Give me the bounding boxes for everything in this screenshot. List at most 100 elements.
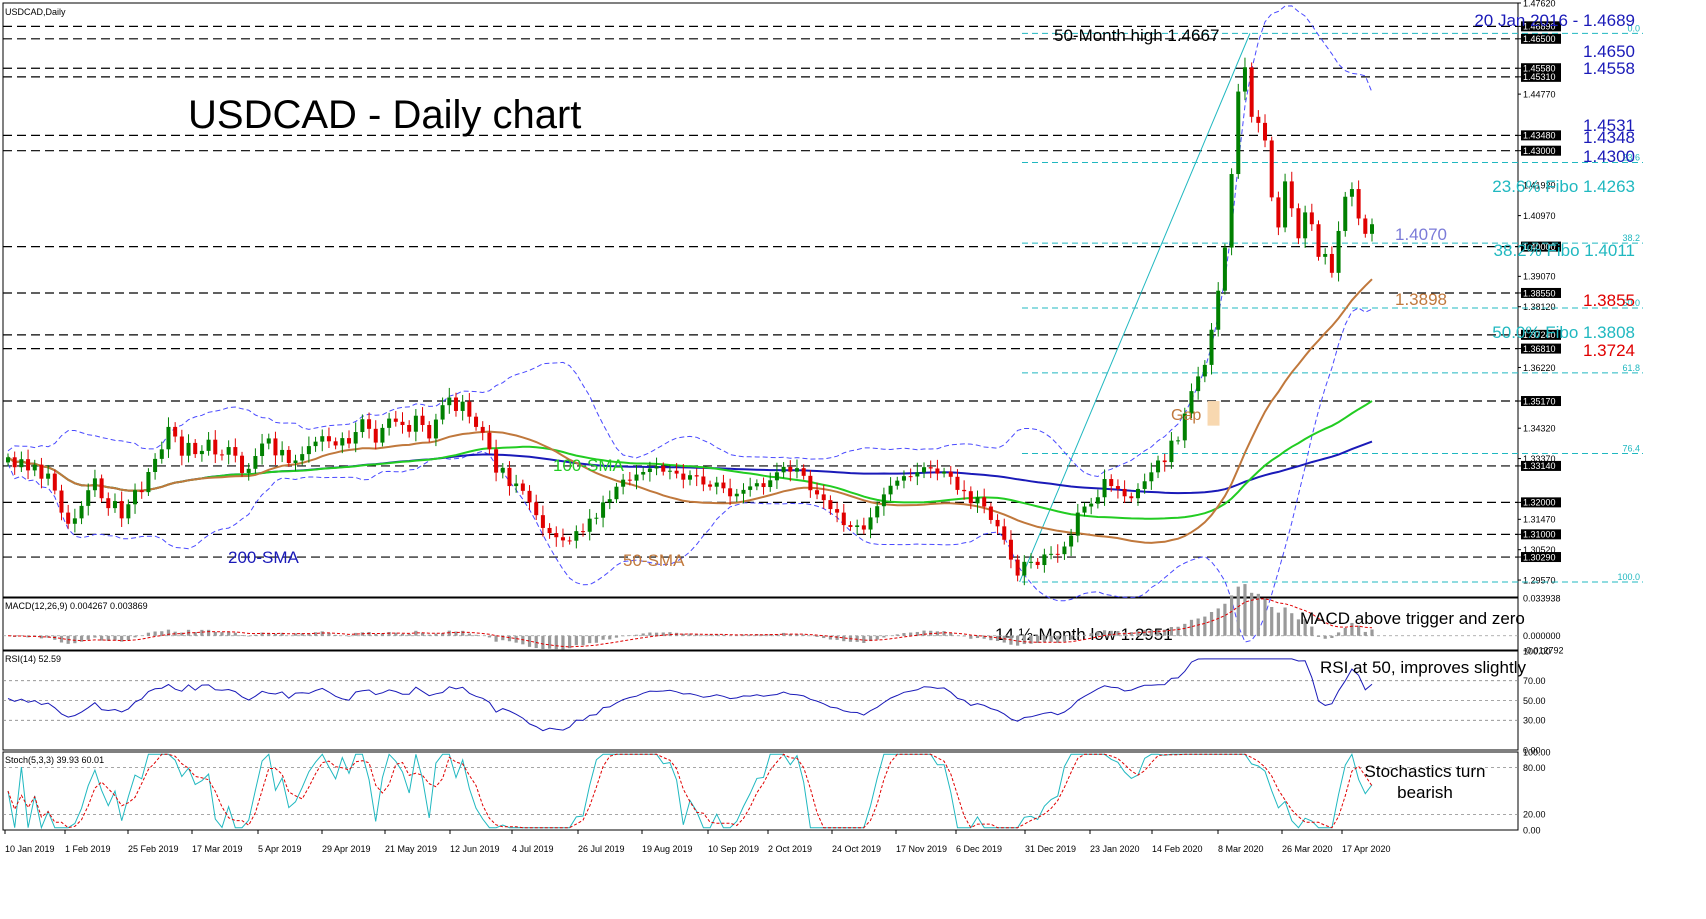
candle-body-135 [908, 476, 913, 478]
candle-body-185 [1242, 67, 1247, 92]
x-tick-label-15: 6 Dec 2019 [956, 844, 1002, 854]
candle-body-31 [213, 439, 218, 455]
candle-body-56 [380, 427, 385, 443]
candle-body-122 [821, 494, 826, 501]
last-price-label: 1.4070 [1395, 225, 1447, 244]
candle-body-148 [995, 519, 1000, 527]
candle-body-59 [400, 421, 405, 426]
x-tick-label-13: 24 Oct 2019 [832, 844, 881, 854]
y-tick-label-20: 1.33140 [1523, 461, 1556, 471]
candle-body-126 [848, 525, 853, 527]
candle-body-136 [915, 472, 920, 477]
stoch-main-line [7, 753, 1373, 830]
candle-body-172 [1156, 460, 1161, 473]
candle-body-47 [320, 436, 325, 442]
candle-body-35 [240, 455, 245, 473]
candle-body-180 [1209, 329, 1214, 365]
candle-body-85 [574, 531, 579, 541]
y-tick-label-21: 1.32000 [1523, 498, 1556, 508]
candle-body-200 [1343, 196, 1348, 231]
x-tick-label-6: 21 May 2019 [385, 844, 437, 854]
stoch-signal-line [7, 753, 1373, 829]
y-tick-label-2: 1.46500 [1523, 34, 1556, 44]
candle-body-188 [1263, 122, 1268, 141]
candle-body-171 [1149, 472, 1154, 482]
level-tag-25 [1521, 552, 1561, 563]
candle-body-169 [1135, 488, 1140, 499]
candle-body-57 [387, 418, 392, 428]
candle-body-105 [708, 484, 713, 487]
candle-body-76 [514, 483, 519, 487]
candle-body-103 [694, 475, 699, 477]
candle-body-5 [39, 464, 44, 479]
candle-body-52 [353, 432, 358, 444]
y-tick-label-5: 1.44770 [1523, 89, 1556, 99]
candle-body-189 [1269, 140, 1274, 198]
fibo-label-76.4: 76.4 [1622, 443, 1640, 453]
y-tick-label-12: 1.38550 [1523, 288, 1556, 298]
y-tick-label-14: 1.37240 [1523, 330, 1556, 340]
candle-body-140 [942, 471, 947, 474]
panel-border-3 [2, 751, 1519, 831]
low-label: 14 ½-Month low 1.2951 [995, 625, 1173, 644]
candle-body-143 [962, 489, 967, 492]
level-tag-10 [1521, 241, 1561, 252]
candle-body-71 [480, 426, 485, 433]
candle-body-81 [547, 527, 552, 534]
x-tick-label-9: 26 Jul 2019 [578, 844, 625, 854]
candle-body-191 [1283, 181, 1288, 228]
y-tick-label-24: 1.30520 [1523, 545, 1556, 555]
resistance-label-6: 1.4300 [1583, 147, 1635, 166]
candle-body-17 [119, 501, 124, 519]
stoch-tick-3: 0.00 [1523, 825, 1541, 835]
candle-body-55 [373, 428, 378, 443]
x-tick-label-14: 17 Nov 2019 [896, 844, 947, 854]
y-tick-label-9: 1.40970 [1523, 211, 1556, 221]
x-tick-label-1: 1 Feb 2019 [65, 844, 111, 854]
level-tag-6 [1521, 130, 1561, 141]
candle-body-199 [1336, 230, 1341, 273]
candle-body-124 [835, 509, 840, 513]
candle-body-121 [815, 490, 820, 495]
candle-body-50 [340, 438, 345, 446]
rsi-tick-1: 70.00 [1523, 676, 1546, 686]
x-tick-label-19: 8 Mar 2020 [1218, 844, 1264, 854]
candle-body-163 [1095, 497, 1100, 504]
candle-body-130 [875, 506, 880, 518]
candle-body-75 [507, 467, 512, 487]
macd-tick-1: 0.000000 [1523, 631, 1561, 641]
candle-body-149 [1002, 526, 1007, 540]
resistance-label-1: 20 Jan 2016 - 1.4689 [1474, 11, 1635, 30]
bollinger-upper [7, 5, 1373, 478]
candle-body-187 [1256, 116, 1261, 123]
candle-body-160 [1075, 512, 1080, 536]
candle-body-73 [494, 449, 499, 473]
fibo-50-label: 50.0% Fibo 1.3808 [1492, 323, 1635, 342]
candle-body-110 [741, 489, 746, 494]
candle-body-91 [614, 486, 619, 500]
candle-body-3 [26, 459, 31, 471]
level-tag-1 [1521, 21, 1561, 32]
candle-body-7 [52, 473, 57, 491]
candle-body-38 [260, 443, 265, 457]
x-tick-label-3: 17 Mar 2019 [192, 844, 243, 854]
candle-body-13 [92, 478, 97, 491]
y-tick-label-19: 1.33370 [1523, 454, 1556, 464]
candle-body-133 [895, 480, 900, 486]
rsi-line [7, 658, 1373, 732]
candle-body-139 [935, 468, 940, 474]
candle-body-203 [1363, 218, 1368, 234]
panel-border-1 [2, 597, 1519, 651]
candle-body-12 [86, 490, 91, 506]
candle-body-115 [774, 472, 779, 481]
candle-body-197 [1323, 253, 1328, 257]
candle-body-111 [748, 486, 753, 490]
fibo-382-label: 38.2% Fibo 1.4011 [1494, 241, 1635, 260]
support-label-2: 1.3724 [1583, 341, 1635, 360]
x-tick-label-2: 25 Feb 2019 [128, 844, 179, 854]
candle-body-165 [1109, 479, 1114, 487]
sma-100-line [7, 400, 1373, 520]
level-tag-14 [1521, 329, 1561, 340]
x-tick-label-4: 5 Apr 2019 [258, 844, 302, 854]
